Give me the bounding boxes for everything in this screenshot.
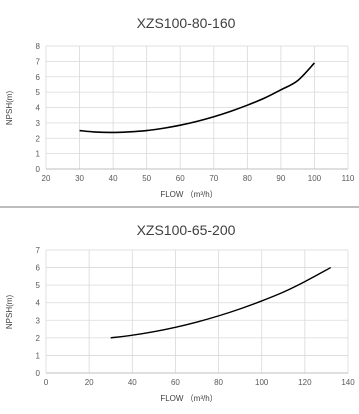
chart-2-y-tick-label: 1 (36, 351, 41, 360)
chart-1-y-tick-label: 3 (36, 119, 41, 128)
chart-2-y-tick-label: 2 (36, 334, 41, 343)
chart-1-gridlines (45, 45, 349, 170)
chart-1-y-tick-label: 6 (36, 73, 41, 82)
chart-2-x-tick-label: 120 (298, 378, 312, 387)
chart-2-y-tick-label: 7 (36, 246, 41, 255)
chart-2-y-tick-label: 5 (36, 281, 41, 290)
chart-2-series-line (110, 266, 332, 339)
chart-2-x-axis-label: FLOW （m³/h） (160, 394, 217, 403)
chart-2-y-tick-label: 3 (36, 316, 41, 325)
chart-1-x-tick-label: 50 (142, 174, 151, 183)
chart-2-title: XZS100-65-200 (137, 222, 236, 238)
chart-2-x-tick-label: 0 (44, 378, 49, 387)
chart-2-x-tick-label: 140 (341, 378, 355, 387)
chart-1-x-tick-label: 40 (109, 174, 118, 183)
chart-1-x-tick-label: 70 (209, 174, 218, 183)
chart-1-x-tick-label: 90 (276, 174, 285, 183)
chart-1-x-tick-label: 30 (75, 174, 84, 183)
chart-2-x-tick-labels: 0 20 40 60 80 100 120 140 (44, 378, 355, 387)
chart-1-y-axis-label: NPSH(m) (5, 91, 14, 126)
chart-1-y-tick-label: 1 (36, 150, 41, 159)
chart-1-y-tick-label: 7 (36, 57, 41, 66)
chart-1-x-tick-label: 100 (308, 174, 322, 183)
chart-2-x-tick-label: 20 (85, 378, 94, 387)
chart-1-series-line (79, 62, 316, 134)
chart-2-x-tick-label: 40 (128, 378, 137, 387)
chart-2-y-axis-label: NPSH(m) (5, 295, 14, 330)
chart-1-title: XZS100-80-160 (137, 15, 236, 31)
chart-2-y-tick-label: 4 (36, 299, 41, 308)
chart-1-y-tick-label: 5 (36, 88, 41, 97)
chart-1-x-tick-label: 110 (342, 174, 355, 183)
chart-1-x-tick-label: 20 (42, 174, 51, 183)
chart-1-y-tick-label: 4 (36, 104, 41, 113)
chart-2-x-tick-label: 100 (255, 378, 269, 387)
chart-2: XZS100-65-200 0 1 2 3 4 5 6 7 0 20 40 60 80 100 120 14… (5, 222, 355, 403)
chart-1: XZS100-80-160 0 1 2 3 4 5 6 7 8 20 30 40 50 60 70 80 90… (5, 15, 355, 199)
chart-1-y-tick-label: 8 (36, 42, 41, 51)
chart-1-x-tick-labels: 20 30 40 50 60 70 80 90 100 110 (42, 174, 355, 183)
chart-1-y-tick-labels: 0 1 2 3 4 5 6 7 8 (36, 42, 41, 174)
chart-1-x-tick-label: 80 (243, 174, 252, 183)
chart-1-x-tick-label: 60 (176, 174, 185, 183)
chart-2-y-tick-label: 6 (36, 264, 41, 273)
chart-2-x-tick-label: 60 (171, 378, 180, 387)
chart-1-x-axis-label: FLOW （m³/h） (160, 190, 217, 199)
chart-2-x-tick-label: 80 (214, 378, 223, 387)
chart-1-y-tick-label: 0 (36, 165, 41, 174)
chart-1-y-tick-label: 2 (36, 134, 41, 143)
chart-2-y-tick-labels: 0 1 2 3 4 5 6 7 (36, 246, 41, 378)
chart-2-y-tick-label: 0 (36, 369, 41, 378)
